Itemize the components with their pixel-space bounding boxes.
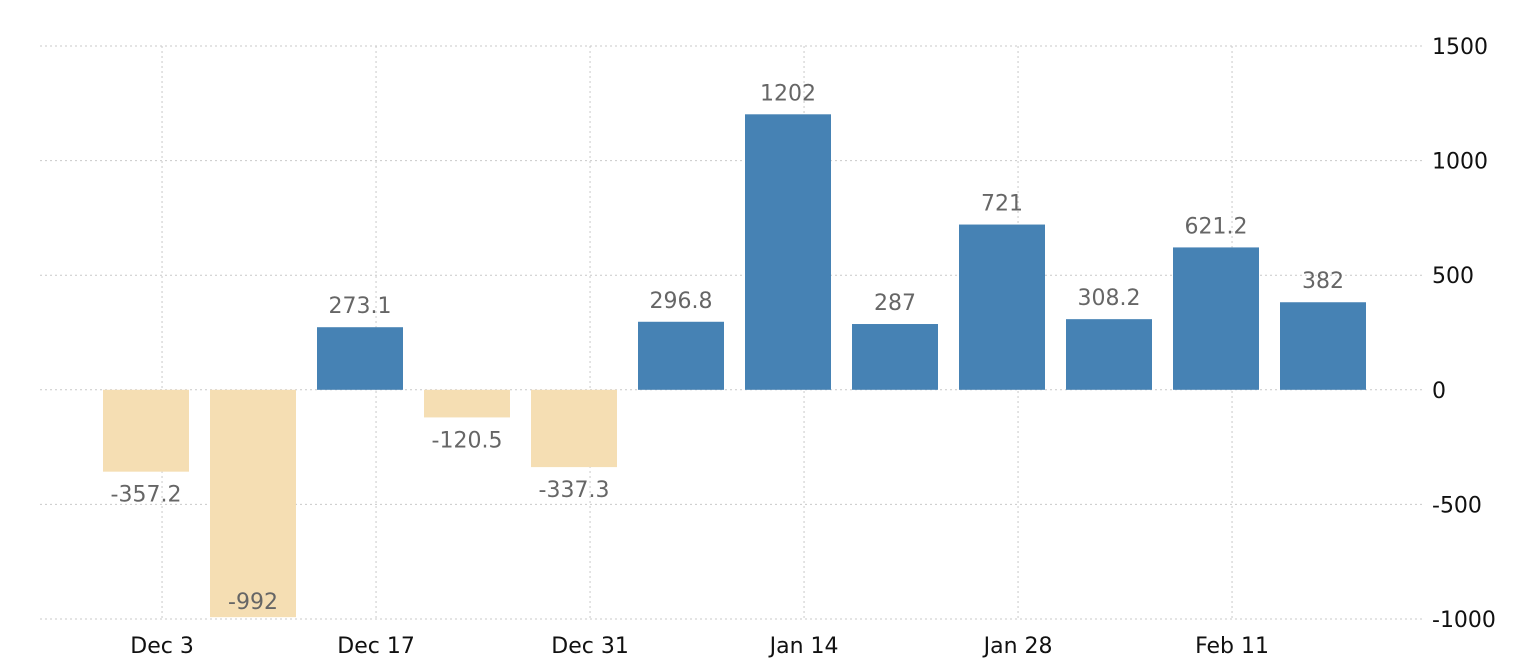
- bar-value-label: 287: [874, 291, 916, 316]
- bar: [424, 389, 510, 418]
- bar: [1066, 319, 1152, 390]
- bar-value-label: 273.1: [329, 294, 392, 319]
- bar: [745, 114, 831, 390]
- bar: [959, 224, 1045, 390]
- x-tick-label: Dec 17: [337, 634, 415, 659]
- y-tick-label: 1500: [1432, 35, 1488, 60]
- x-tick-label: Jan 14: [768, 634, 839, 659]
- bar: [531, 389, 617, 468]
- bar: [103, 389, 189, 472]
- bar-value-label: 721: [981, 192, 1023, 217]
- x-tick-label: Dec 3: [130, 634, 194, 659]
- bar: [317, 327, 403, 390]
- data-labels: -357.2 -992 273.1 -120.5 -337.3 296.8 1202 287 7…: [111, 81, 1344, 615]
- bar-value-label: 1202: [760, 81, 816, 106]
- y-tick-label: 500: [1432, 264, 1474, 289]
- bar-value-label: 308.2: [1078, 286, 1141, 311]
- bar-value-label: 621.2: [1185, 214, 1248, 239]
- y-tick-label: -1000: [1432, 608, 1496, 633]
- bar-value-label: -357.2: [111, 483, 182, 508]
- bar: [1173, 247, 1259, 390]
- y-tick-label: 0: [1432, 379, 1446, 404]
- x-tick-label: Dec 31: [551, 634, 629, 659]
- bar-value-label: -337.3: [539, 478, 610, 503]
- bars: [103, 114, 1366, 618]
- y-tick-label: 1000: [1432, 150, 1488, 175]
- y-tick-label: -500: [1432, 493, 1482, 518]
- x-tick-label: Jan 28: [982, 634, 1053, 659]
- bar: [638, 321, 724, 390]
- bar: [1280, 302, 1366, 390]
- x-axis-ticks: Dec 3 Dec 17 Dec 31 Jan 14 Jan 28 Feb 11: [130, 634, 1269, 659]
- x-tick-label: Feb 11: [1195, 634, 1269, 659]
- bar-value-label: 382: [1302, 269, 1344, 294]
- bar-value-label: -992: [228, 590, 278, 615]
- y-axis-ticks: 1500 1000 500 0 -500 -1000: [1432, 35, 1496, 633]
- bar: [210, 389, 296, 618]
- bar-value-label: 296.8: [650, 289, 713, 314]
- bar-value-label: -120.5: [432, 428, 503, 453]
- bar: [852, 324, 938, 390]
